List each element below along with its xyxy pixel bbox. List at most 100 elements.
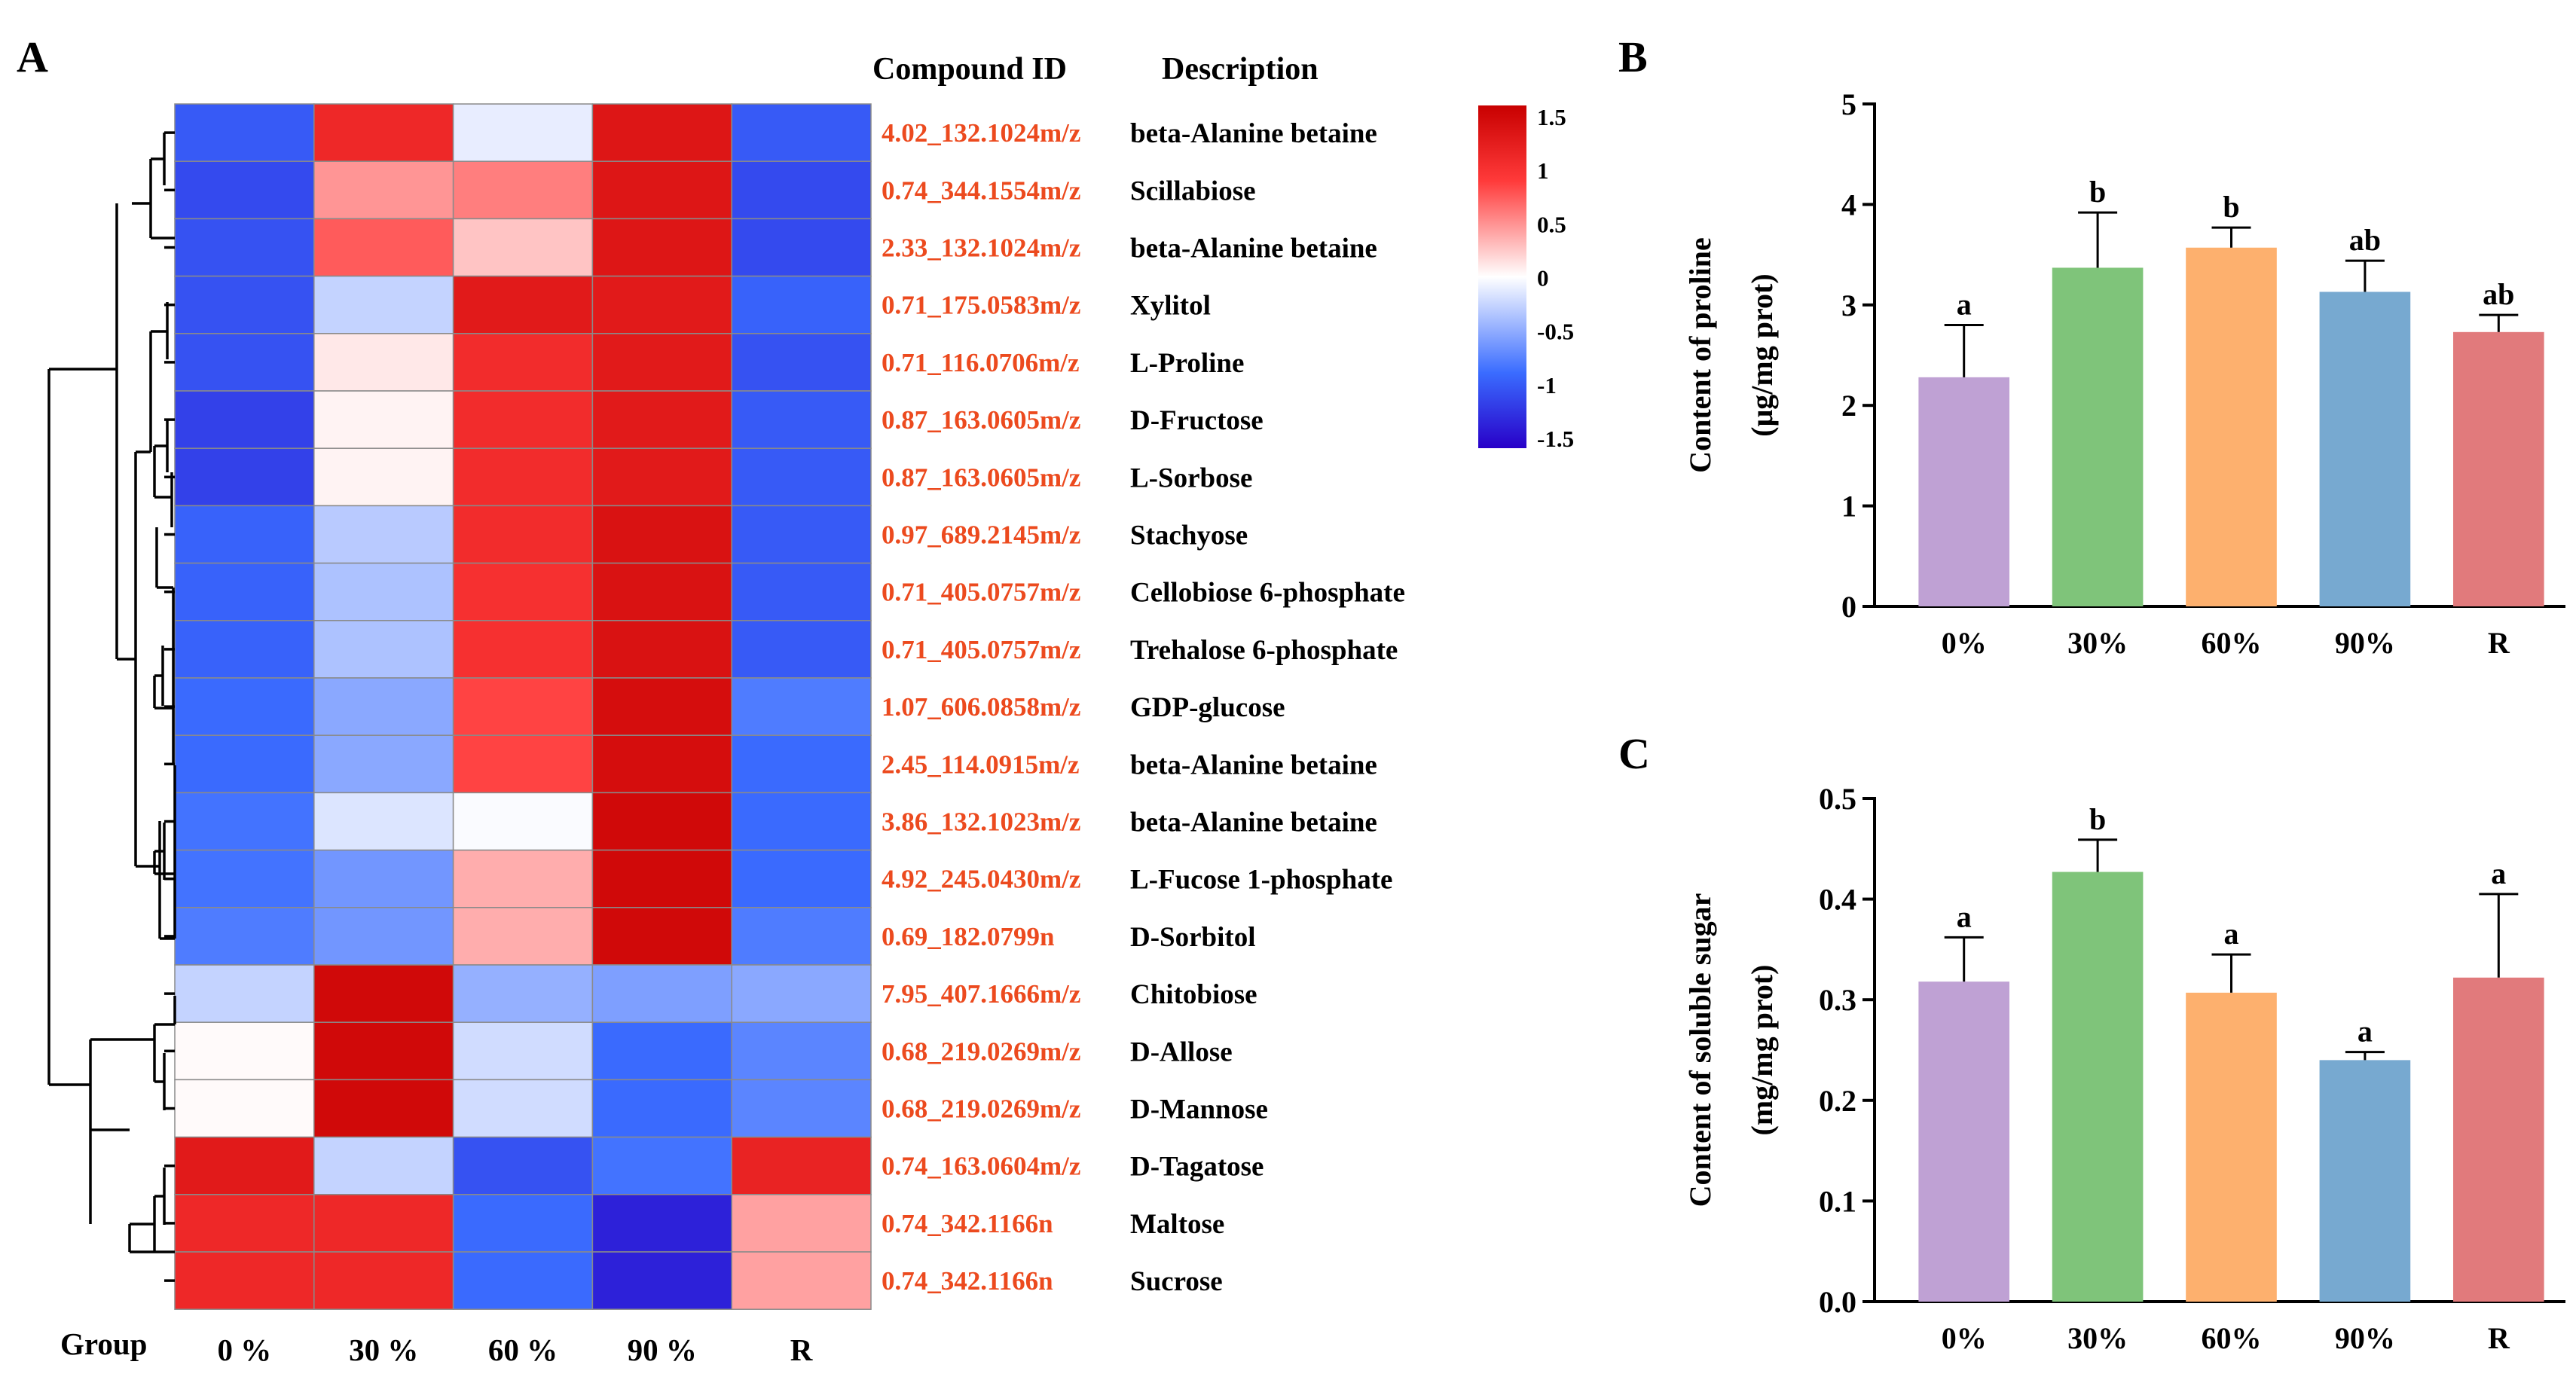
significance-letter: a [2491,856,2506,890]
y-axis-unit-label: (μg/mg prot) [1745,273,1779,436]
x-tick-label: 0% [1942,1321,1987,1355]
heatmap-cell [591,792,732,851]
heatmap-cell [174,160,315,220]
compound-description-label: beta-Alanine betaine [1130,807,1377,838]
y-tick-label: 0.5 [1819,782,1856,816]
heatmap-cell [313,505,454,564]
compound-description-label: D-Mannose [1130,1094,1268,1125]
heatmap-cell [731,160,872,220]
compound-description-label: Maltose [1130,1209,1224,1240]
heatmap-cell [591,677,732,736]
y-axis-label: Content of soluble sugar [1683,893,1717,1207]
heatmap-cell [591,734,732,794]
colorbar-tick-label: -0.5 [1537,319,1574,345]
heatmap-cell [452,1251,594,1310]
compound-id-label: 0.68_219.0269m/z [882,1094,1080,1124]
heatmap-cell [731,1079,872,1138]
heatmap-cell [731,1021,872,1081]
heatmap-cell [731,849,872,908]
heatmap-cell [452,333,594,392]
compound-id-label: 0.71_175.0583m/z [882,291,1080,320]
heatmap-cell [452,1194,594,1253]
compound-id-label: 0.68_219.0269m/z [882,1036,1080,1066]
compound-id-label: 0.71_116.0706m/z [882,348,1079,377]
heatmap-cell [731,1136,872,1195]
bar [2319,1060,2411,1302]
compound-description-label: beta-Alanine betaine [1130,118,1377,149]
heatmap-cell [452,677,594,736]
compound-id-label: 0.87_163.0605m/z [882,405,1080,435]
heatmap-cell [452,964,594,1023]
compound-id-label: 0.71_405.0757m/z [882,578,1080,607]
y-tick-label: 0.3 [1819,983,1856,1017]
compound-id-label: 1.07_606.0858m/z [882,692,1080,722]
compound-description-label: L-Sorbose [1130,463,1252,493]
heatmap-cell [313,620,454,679]
heatmap-cell [591,1021,732,1081]
heatmap-cell [452,218,594,277]
heatmap-cell [452,1021,594,1081]
compound-description-label: D-Fructose [1130,405,1264,436]
bar [2052,872,2144,1302]
compound-description-label: Stachyose [1130,521,1248,551]
heatmap-cell [591,160,732,220]
heatmap-cell [731,333,872,392]
heatmap-cell [591,907,732,966]
colorbar-ticks: 1.5 1 0.5 0 -0.5 -1 -1.5 [1537,104,1574,452]
heatmap-cell [313,734,454,794]
significance-letter: a [2358,1015,2373,1049]
compound-description-label: L-Fucose 1-phosphate [1130,865,1392,896]
heatmap-cell [313,792,454,851]
x-tick-label: 30% [2067,626,2128,660]
colorbar-tick-label: -1 [1537,372,1557,398]
heatmap-cell [591,620,732,679]
heatmap-cell [591,333,732,392]
x-tick-label: 90% [2335,1321,2395,1355]
colorbar-tick-label: 1 [1537,157,1549,184]
heatmap-cell [591,562,732,621]
colorbar-tick-label: 1.5 [1537,104,1566,130]
heatmap-cell [313,562,454,621]
heatmap-cell [452,1136,594,1195]
bar [1918,981,2010,1302]
heatmap-cell [452,447,594,507]
heatmap-cell [313,160,454,220]
heatmap-cell [313,390,454,449]
heatmap-cell [591,275,732,334]
y-tick-label: 1 [1841,490,1856,524]
compound-id-label: 0.74_344.1554m/z [882,176,1080,205]
compound-description-label: D-Allose [1130,1036,1233,1067]
compound-id-label: 0.87_163.0605m/z [882,463,1080,492]
heatmap-column-label: R [790,1333,813,1367]
y-tick-label: 0.2 [1819,1084,1856,1118]
heatmap-cell [591,1136,732,1195]
bar [2452,331,2544,606]
heatmap-column-label: 30 % [349,1333,418,1367]
panel-label-a: A [17,32,48,81]
bar [2452,977,2544,1302]
compound-description-label: D-Tagatose [1130,1152,1264,1183]
heatmap-row-labels: 4.02_132.1024m/z beta-Alanine betaine 0.74… [882,118,1405,1297]
x-tick-label: 0% [1942,626,1987,660]
heatmap-cell [591,1251,732,1310]
panel-label-b: B [1618,32,1648,81]
compound-id-label: 0.69_182.0799n [882,922,1054,951]
significance-letter: b [2223,190,2239,224]
significance-letter: b [2089,175,2106,209]
heatmap-cell [731,275,872,334]
colorbar-tick-label: 0.5 [1537,211,1566,237]
y-tick-label: 0.4 [1819,883,1856,917]
heatmap-column-label: 60 % [488,1333,558,1367]
heatmap-cell [174,1021,315,1081]
header-description: Description [1162,52,1319,87]
heatmap-cell [731,103,872,162]
compound-description-label: L-Proline [1130,348,1244,379]
y-tick-label: 2 [1841,389,1856,423]
heatmap-cell [591,447,732,507]
heatmap-cell [313,275,454,334]
compound-description-label: Trehalose 6-phosphate [1130,635,1398,666]
x-tick-label: 60% [2202,626,2262,660]
heatmap-cell [313,677,454,736]
heatmap-cell [313,1251,454,1310]
bar [2186,992,2277,1302]
